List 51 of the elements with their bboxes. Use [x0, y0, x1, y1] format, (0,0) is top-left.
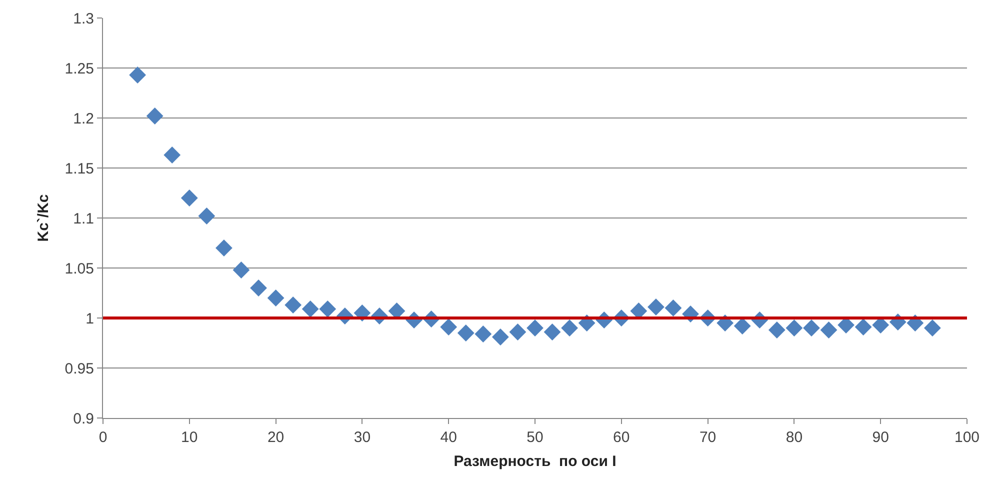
point [768, 322, 786, 338]
point [284, 296, 302, 314]
y-tick-label: 1.25 [64, 60, 94, 78]
x-tick-label: 60 [613, 429, 630, 446]
point [474, 326, 492, 342]
point [232, 262, 250, 278]
point [492, 328, 509, 346]
x-tick-label: 10 [181, 429, 198, 446]
x-axis-title: Размерность по оси I [454, 453, 616, 470]
x-tick-label: 80 [786, 429, 803, 446]
point [457, 324, 474, 342]
point [146, 108, 164, 124]
x-tick-label: 30 [354, 429, 371, 446]
x-tick-label: 90 [872, 429, 889, 446]
point [544, 324, 561, 340]
point [509, 324, 526, 340]
y-axis-title: Kc`/Kc [35, 194, 52, 242]
y-tick-label: 1.05 [64, 260, 94, 278]
y-tick-label: 1.1 [73, 210, 94, 228]
point [198, 208, 216, 224]
x-tick-label: 40 [440, 429, 457, 446]
point [924, 320, 941, 336]
point [648, 298, 664, 316]
y-tick-label: 1 [86, 310, 94, 328]
x-tick-label: 0 [98, 429, 108, 446]
y-tick-label: 0.95 [64, 360, 94, 378]
point [250, 280, 267, 296]
point [302, 300, 319, 318]
point [180, 190, 198, 206]
y-tick-label: 1.15 [64, 160, 94, 178]
point [129, 66, 146, 84]
point [664, 300, 682, 316]
point [526, 320, 544, 336]
y-tick-label: 1.2 [73, 110, 94, 128]
point [267, 290, 284, 306]
point [734, 318, 751, 334]
x-tick-label: 20 [267, 429, 284, 446]
x-tick-label: 70 [699, 429, 716, 446]
point [319, 300, 336, 318]
point [561, 320, 578, 336]
y-tick-label: 1.3 [73, 10, 94, 28]
point [854, 318, 872, 336]
point [440, 318, 458, 336]
point [216, 240, 232, 256]
y-tick-label: 0.9 [73, 410, 94, 428]
point [786, 320, 803, 336]
point [164, 146, 181, 164]
point [803, 320, 820, 336]
point [820, 322, 838, 338]
x-tick-label: 50 [526, 429, 544, 446]
x-tick-label: 100 [954, 429, 980, 446]
